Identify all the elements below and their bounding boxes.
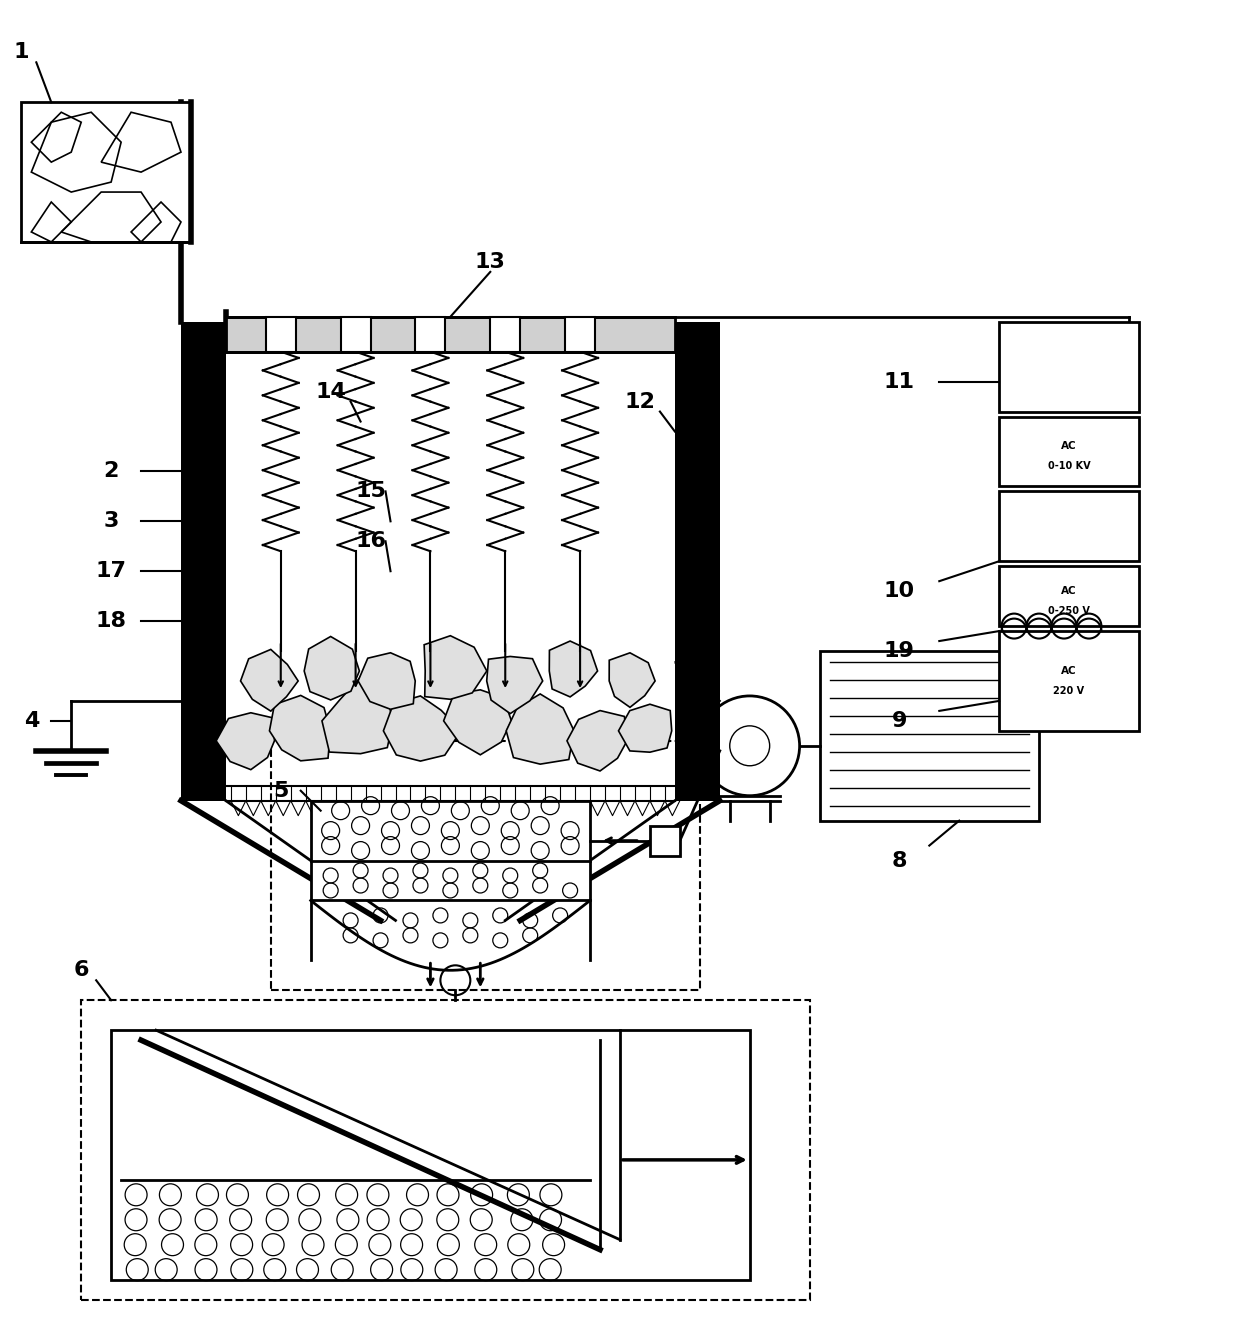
Text: 15: 15 — [355, 481, 386, 501]
Bar — [112, 1030, 750, 1280]
Polygon shape — [619, 705, 672, 752]
Bar — [999, 416, 1138, 486]
Polygon shape — [506, 694, 574, 764]
Bar — [820, 650, 1039, 821]
Text: 3: 3 — [103, 512, 119, 531]
Polygon shape — [609, 653, 655, 707]
Text: 18: 18 — [95, 611, 126, 631]
Text: 9: 9 — [892, 711, 908, 731]
Text: 6: 6 — [73, 960, 89, 981]
Bar — [81, 1001, 810, 1300]
Polygon shape — [216, 713, 274, 769]
Text: AC: AC — [1061, 586, 1076, 596]
Text: 1: 1 — [14, 42, 29, 62]
Text: 16: 16 — [355, 531, 386, 551]
Text: 8: 8 — [892, 850, 908, 871]
Text: 19: 19 — [884, 641, 915, 661]
Text: 0-10 KV: 0-10 KV — [1048, 461, 1090, 472]
Text: 17: 17 — [95, 562, 126, 582]
Polygon shape — [444, 690, 511, 755]
Text: 10: 10 — [884, 582, 915, 602]
Bar — [226, 317, 675, 352]
Bar — [270, 740, 699, 990]
Bar — [650, 826, 680, 855]
Text: 5: 5 — [273, 781, 289, 801]
Text: 12: 12 — [625, 391, 656, 411]
Polygon shape — [549, 641, 598, 697]
Bar — [311, 801, 590, 900]
Polygon shape — [241, 649, 298, 711]
Polygon shape — [304, 636, 360, 699]
Bar — [341, 317, 371, 352]
Bar — [999, 631, 1138, 731]
Bar — [999, 321, 1138, 411]
Polygon shape — [322, 677, 393, 754]
Text: 7: 7 — [672, 661, 688, 681]
Bar — [999, 492, 1138, 562]
Text: 13: 13 — [475, 253, 506, 272]
Bar — [181, 321, 226, 801]
Text: 0-250 V: 0-250 V — [1048, 605, 1090, 616]
Polygon shape — [358, 653, 415, 710]
Bar — [415, 317, 445, 352]
Bar — [675, 321, 719, 801]
Polygon shape — [383, 695, 461, 761]
Text: AC: AC — [1061, 666, 1076, 676]
Text: 4: 4 — [24, 711, 38, 731]
Bar — [999, 566, 1138, 627]
Bar — [490, 317, 521, 352]
Polygon shape — [424, 636, 487, 699]
Bar — [565, 317, 595, 352]
Polygon shape — [567, 710, 627, 771]
Text: AC: AC — [1061, 442, 1076, 452]
Text: 11: 11 — [884, 371, 915, 391]
Bar — [21, 102, 191, 242]
Bar — [265, 317, 295, 352]
Text: 220 V: 220 V — [1054, 686, 1085, 695]
Polygon shape — [487, 657, 543, 714]
Text: 14: 14 — [315, 382, 346, 402]
Polygon shape — [269, 695, 330, 760]
Text: 2: 2 — [103, 461, 119, 481]
